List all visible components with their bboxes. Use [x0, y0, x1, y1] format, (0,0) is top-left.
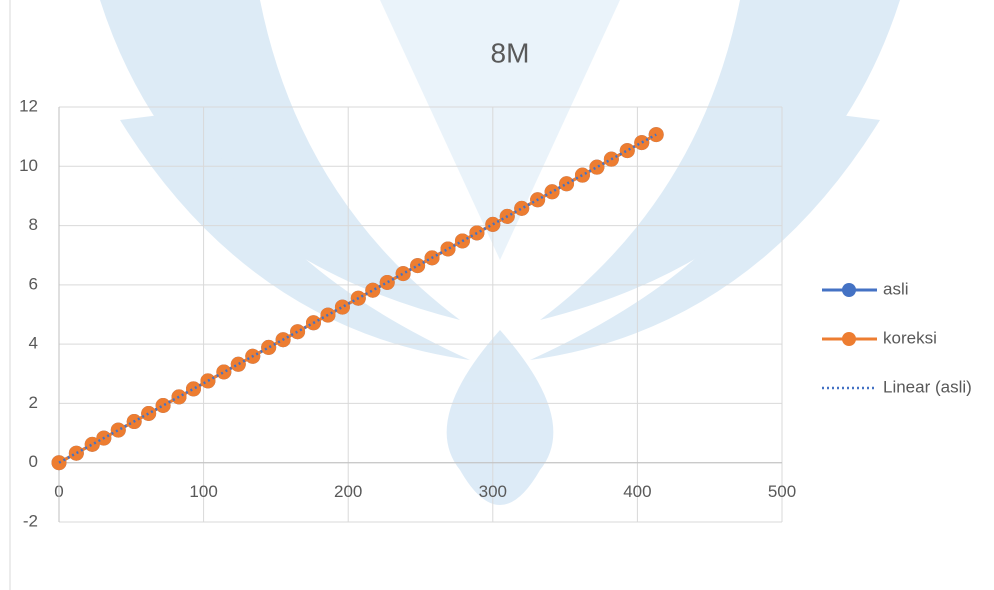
marker [366, 283, 380, 297]
marker [69, 446, 83, 460]
y-tick-label: 12 [19, 96, 38, 115]
marker [231, 357, 245, 371]
marker [620, 144, 634, 158]
y-tick-label: 6 [29, 274, 38, 293]
marker [590, 160, 604, 174]
legend-label: Linear (asli) [883, 377, 972, 396]
y-tick-label: 10 [19, 156, 38, 175]
legend-marker [842, 332, 856, 346]
marker [217, 365, 231, 379]
y-tick-label: -2 [23, 511, 38, 530]
legend-label: koreksi [883, 328, 937, 347]
y-tick-label: 0 [29, 452, 38, 471]
legend-marker [842, 283, 856, 297]
watermark [100, 0, 900, 505]
marker [380, 275, 394, 289]
x-tick-label: 300 [479, 482, 507, 501]
marker [111, 423, 125, 437]
legend-label: asli [883, 279, 909, 298]
marker [545, 185, 559, 199]
marker [635, 136, 649, 150]
y-tick-label: 2 [29, 393, 38, 412]
marker [560, 177, 574, 191]
marker [649, 128, 663, 142]
marker [142, 407, 156, 421]
marker [441, 242, 455, 256]
marker [486, 217, 500, 231]
chart-title: 8M [491, 37, 530, 68]
chart: 8M -20246810120100200300400500aslikoreks… [0, 0, 994, 590]
marker [335, 300, 349, 314]
marker [262, 340, 276, 354]
x-tick-label: 400 [623, 482, 651, 501]
marker [515, 201, 529, 215]
marker [291, 325, 305, 339]
marker [396, 267, 410, 281]
marker [201, 374, 215, 388]
x-tick-label: 500 [768, 482, 796, 501]
x-tick-label: 200 [334, 482, 362, 501]
marker [186, 382, 200, 396]
y-tick-label: 8 [29, 215, 38, 234]
marker [156, 399, 170, 413]
y-tick-label: 4 [29, 334, 38, 353]
marker [575, 168, 589, 182]
x-tick-label: 100 [189, 482, 217, 501]
marker [411, 259, 425, 273]
